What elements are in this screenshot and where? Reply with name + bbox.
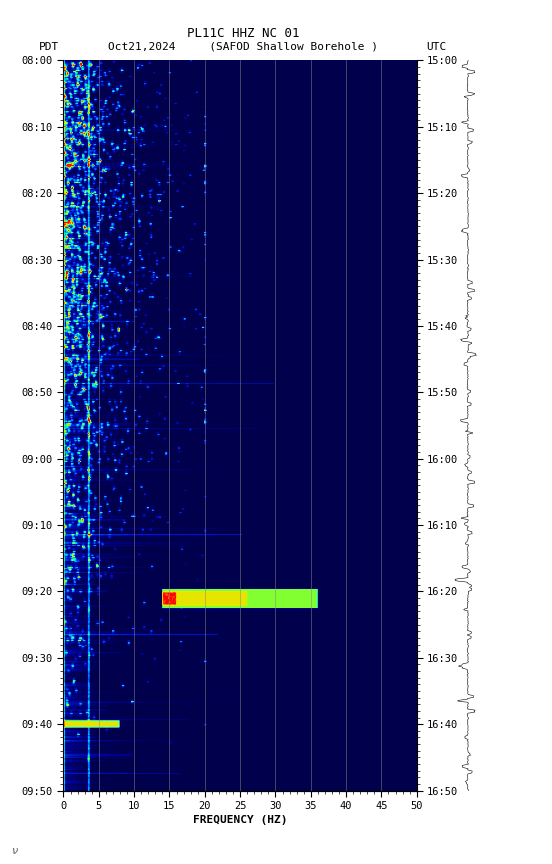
X-axis label: FREQUENCY (HZ): FREQUENCY (HZ)	[193, 815, 288, 825]
Text: Oct21,2024     (SAFOD Shallow Borehole ): Oct21,2024 (SAFOD Shallow Borehole )	[108, 41, 378, 52]
Text: PL11C HHZ NC 01: PL11C HHZ NC 01	[187, 27, 299, 41]
Text: UTC: UTC	[426, 41, 446, 52]
Text: $\nu$: $\nu$	[11, 846, 19, 855]
Text: PDT: PDT	[39, 41, 59, 52]
